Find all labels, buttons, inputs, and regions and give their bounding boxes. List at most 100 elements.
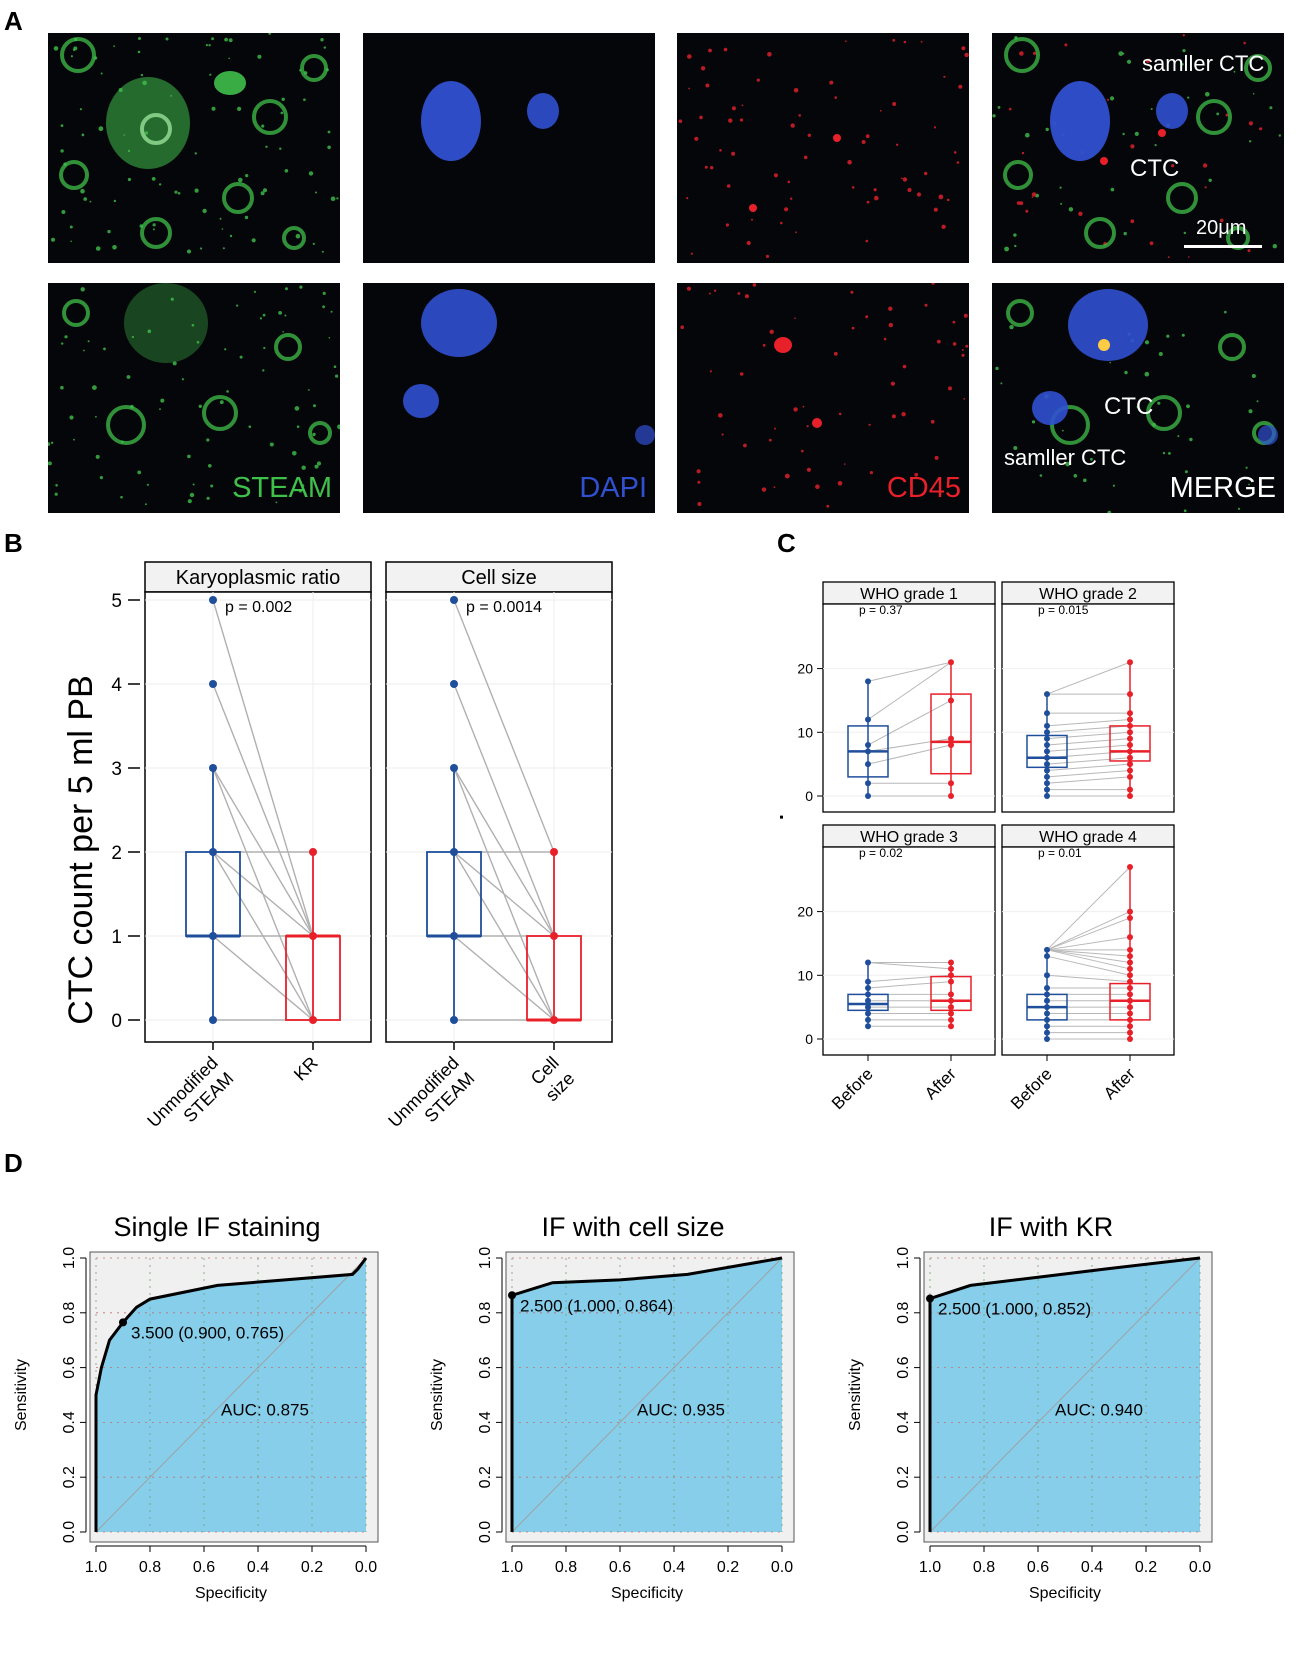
speckle bbox=[194, 188, 199, 193]
speckle bbox=[73, 438, 75, 441]
data-point bbox=[865, 678, 871, 685]
speckle bbox=[268, 33, 272, 35]
data-point bbox=[1127, 748, 1133, 755]
speckle bbox=[1150, 108, 1153, 110]
data-point bbox=[948, 1023, 954, 1030]
data-point bbox=[948, 697, 954, 704]
speckle bbox=[187, 249, 191, 254]
speckle bbox=[208, 464, 212, 468]
speckle bbox=[699, 115, 703, 120]
data-point bbox=[209, 680, 217, 688]
y-tick-label: 1.0 bbox=[895, 1247, 912, 1269]
speckle bbox=[1248, 409, 1253, 414]
speckle bbox=[253, 290, 257, 293]
dapi-nucleus-small bbox=[527, 93, 559, 129]
speckle bbox=[1145, 58, 1151, 63]
speckle bbox=[260, 191, 265, 196]
speckle bbox=[731, 151, 736, 156]
x-tick-label: Cellsize bbox=[526, 1053, 578, 1105]
speckle bbox=[54, 492, 58, 496]
dapi-nucleus-edge bbox=[635, 425, 655, 445]
y-tick-label: 0.2 bbox=[61, 1466, 78, 1488]
speckle bbox=[802, 405, 805, 408]
pair-line bbox=[1046, 661, 1131, 695]
pair-line bbox=[1046, 911, 1131, 951]
speckle bbox=[833, 351, 838, 356]
pair-line bbox=[1046, 776, 1131, 784]
speckle bbox=[224, 348, 227, 351]
label-merge: MERGE bbox=[1169, 472, 1276, 504]
speckle bbox=[773, 173, 778, 178]
speckle bbox=[731, 106, 736, 111]
speckle bbox=[794, 317, 796, 319]
data-point bbox=[1127, 978, 1133, 985]
data-point bbox=[1044, 710, 1050, 717]
green-ring bbox=[106, 405, 146, 445]
y-tick-label: 20 bbox=[797, 904, 813, 920]
speckle bbox=[280, 111, 284, 115]
speckle bbox=[113, 199, 117, 203]
speckle bbox=[107, 229, 111, 234]
speckle bbox=[95, 415, 97, 418]
speckle bbox=[304, 492, 307, 495]
speckle bbox=[284, 169, 289, 173]
y-tick-label: 0.2 bbox=[895, 1466, 912, 1488]
speckle bbox=[79, 108, 82, 111]
speckle bbox=[829, 80, 834, 85]
panel-letter-c: C bbox=[777, 528, 796, 558]
speckle bbox=[892, 38, 896, 42]
data-point bbox=[865, 991, 871, 998]
annotation-ctc-top: CTC bbox=[1130, 155, 1180, 182]
speckle bbox=[953, 151, 957, 154]
speckle bbox=[177, 192, 181, 195]
speckle bbox=[228, 38, 233, 43]
data-point bbox=[1044, 953, 1050, 960]
speckle bbox=[70, 55, 73, 58]
speckle bbox=[710, 166, 714, 170]
speckle bbox=[865, 239, 869, 243]
speckle bbox=[1039, 474, 1043, 477]
data-point bbox=[1044, 793, 1050, 799]
speckle bbox=[137, 50, 141, 54]
speckle bbox=[100, 72, 103, 75]
data-point bbox=[948, 659, 954, 666]
data-point bbox=[948, 1016, 954, 1023]
speckle bbox=[1109, 96, 1115, 101]
green-ring bbox=[62, 299, 90, 327]
roc-diagonal bbox=[929, 1257, 1201, 1533]
speckle bbox=[301, 484, 305, 487]
x-tick-label: 0.8 bbox=[973, 1559, 995, 1576]
speckle bbox=[205, 44, 208, 47]
panel-b-boxplot: CTC count per 5 ml PB 0 1 2 3 4 5 Karyoplasmic … bbox=[0, 560, 640, 1180]
speckle bbox=[903, 40, 907, 44]
y-tick-label: 0.0 bbox=[895, 1521, 912, 1543]
speckle bbox=[192, 483, 195, 486]
data-point bbox=[948, 1004, 954, 1011]
speckle bbox=[948, 386, 952, 391]
speckle bbox=[103, 347, 106, 351]
speckle bbox=[112, 245, 117, 250]
speckle bbox=[261, 124, 265, 128]
speckle bbox=[697, 480, 701, 484]
speckle bbox=[1219, 218, 1224, 223]
speckle bbox=[902, 177, 908, 182]
y-tick-label: 0.0 bbox=[61, 1521, 78, 1543]
speckle bbox=[1177, 435, 1180, 438]
merge-overlap-spot bbox=[1098, 339, 1110, 351]
x-tick-label: 0.2 bbox=[1135, 1559, 1157, 1576]
p-value: p = 0.37 bbox=[859, 603, 903, 617]
speckle bbox=[89, 200, 92, 203]
speckle bbox=[265, 145, 268, 148]
data-point bbox=[865, 1010, 871, 1017]
speckle bbox=[774, 427, 776, 430]
pair-line bbox=[1046, 719, 1131, 727]
speckle bbox=[1144, 340, 1150, 345]
pair-line bbox=[867, 744, 952, 765]
speckle bbox=[762, 343, 766, 347]
data-point bbox=[1127, 1023, 1133, 1030]
cd45-spot bbox=[812, 418, 822, 428]
panel-d-roc: Single IF staining 3.500 (0.900, 0.765) AU… bbox=[0, 1200, 1299, 1666]
speckle bbox=[327, 145, 331, 150]
speckle bbox=[688, 87, 690, 90]
speckle bbox=[296, 425, 300, 428]
